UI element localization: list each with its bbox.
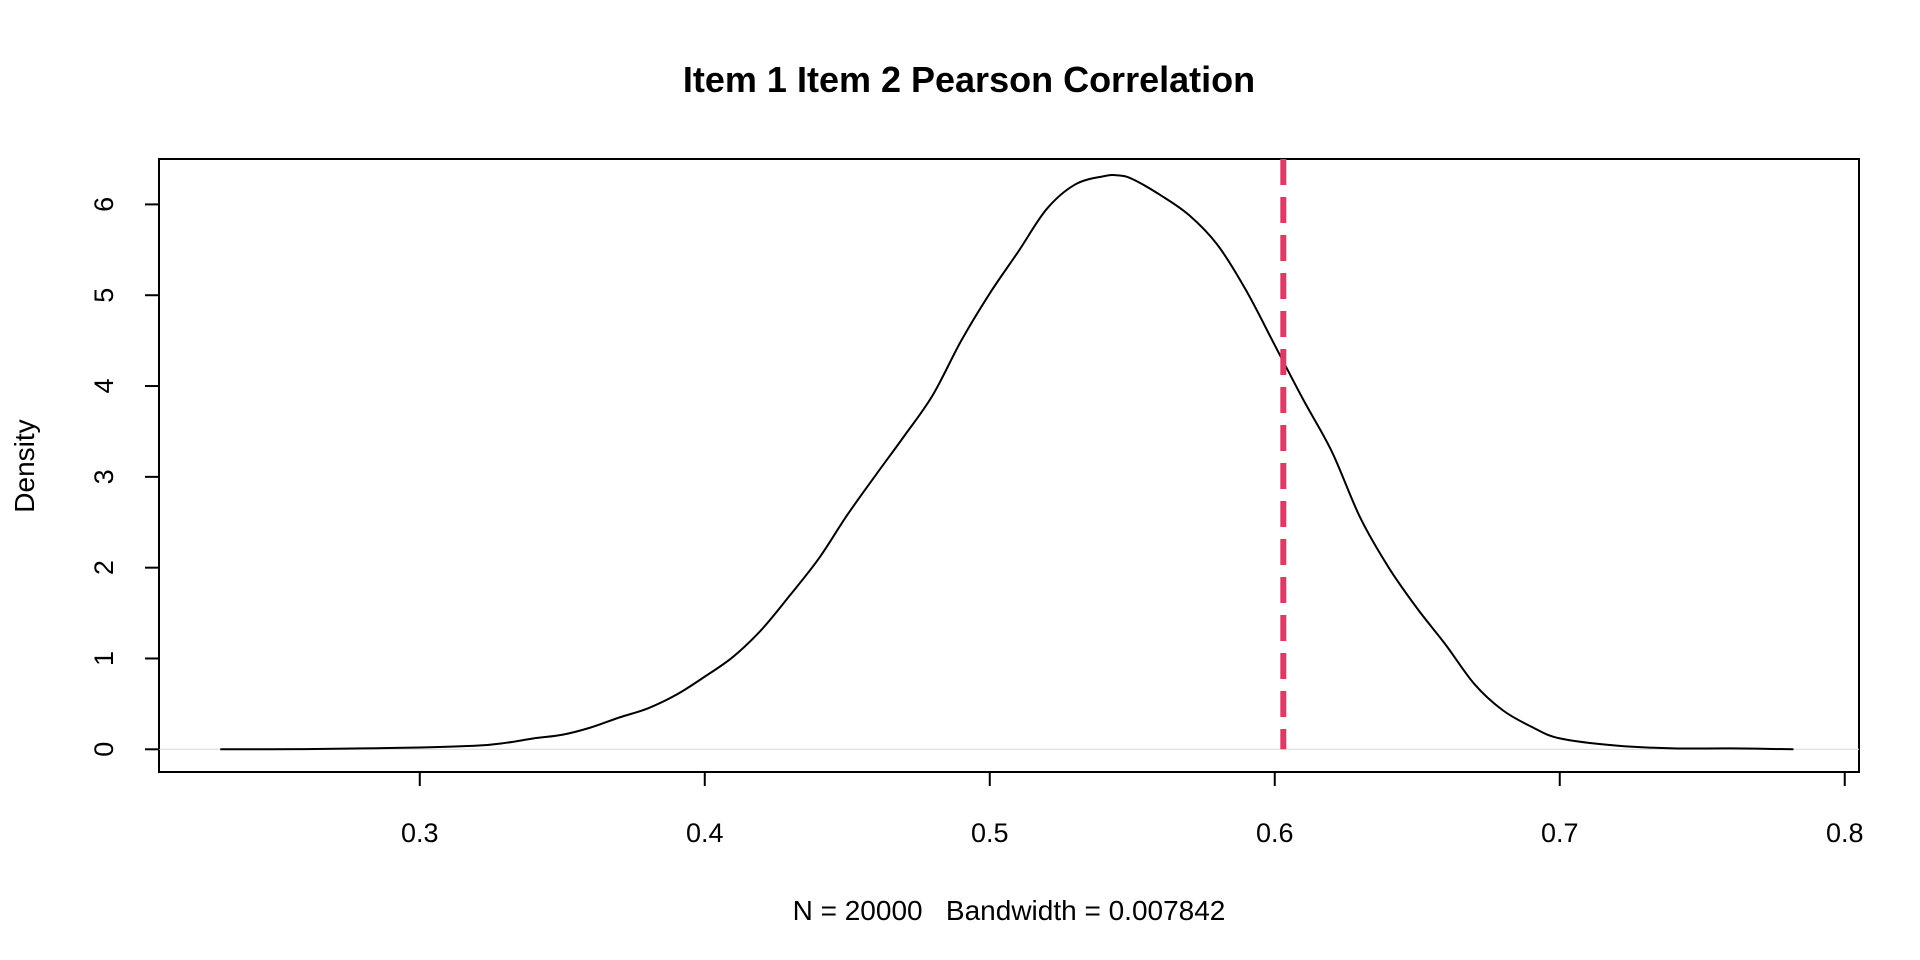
y-tick-label: 0 [89,742,119,757]
y-tick-label: 3 [89,469,119,484]
y-tick-label: 6 [89,197,119,212]
x-tick-label: 0.6 [1256,818,1294,848]
x-tick-label: 0.5 [971,818,1009,848]
x-tick-label: 0.3 [401,818,439,848]
x-tick-label: 0.4 [686,818,724,848]
x-tick-label: 0.8 [1826,818,1864,848]
y-tick-label: 5 [89,288,119,303]
y-tick-label: 1 [89,651,119,666]
y-axis-label: Density [9,419,40,512]
y-tick-label: 2 [89,560,119,575]
y-axis: 0 1 2 3 4 5 6 [89,197,160,757]
chart-title: Item 1 Item 2 Pearson Correlation [683,59,1255,100]
x-axis-label: N = 20000 Bandwidth = 0.007842 [793,895,1226,926]
x-axis: 0.3 0.4 0.5 0.6 0.7 0.8 [401,771,1864,848]
x-tick-label: 0.7 [1541,818,1579,848]
y-tick-label: 4 [89,379,119,394]
density-curve [220,174,1794,751]
plot-frame [158,158,1860,773]
